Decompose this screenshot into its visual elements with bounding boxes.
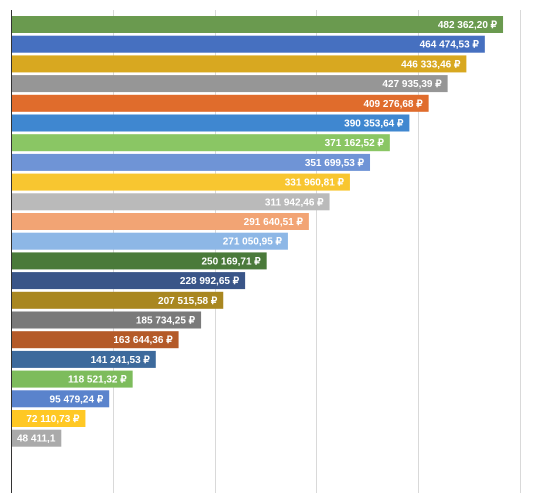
bar-value-label: 24 (17, 453, 29, 464)
bar (12, 272, 246, 290)
bar-value-label: 427 935,39 ₽ (382, 79, 442, 90)
bar (12, 331, 179, 349)
bar-value-label: 250 169,71 ₽ (201, 256, 261, 267)
bar-value-label: 48 411,1 (17, 434, 56, 445)
bar (12, 193, 330, 211)
bar-value-label: 207 515,58 ₽ (158, 296, 218, 307)
bar (12, 94, 429, 112)
bar (12, 232, 288, 250)
bar (12, 410, 86, 427)
bar (12, 311, 202, 329)
bar (12, 252, 267, 270)
bar-value-label: 464 474,53 ₽ (420, 40, 480, 51)
bar-value-label: 163 644,36 ₽ (113, 335, 173, 346)
bar (12, 55, 467, 73)
bar-value-label: 409 276,68 ₽ (363, 99, 423, 110)
bar-value-label: 311 942,46 ₽ (265, 197, 324, 208)
bar (12, 75, 448, 93)
bar-value-label: 141 241,53 ₽ (91, 355, 151, 366)
bar (12, 173, 350, 191)
bar (12, 134, 390, 152)
bar (12, 16, 504, 33)
bar-value-label: 118 521,32 ₽ (68, 375, 127, 386)
bar-value-label: 72 110,73 ₽ (26, 414, 80, 425)
bar (12, 213, 309, 230)
bar-value-label: 482 362,20 ₽ (438, 20, 498, 31)
bar-value-label: 331 960,81 ₽ (285, 178, 345, 189)
bar (12, 390, 110, 408)
bar-value-label: 228 992,65 ₽ (180, 276, 240, 287)
bar (12, 350, 156, 368)
bar (12, 429, 62, 447)
bar-value-label: 446 333,46 ₽ (401, 59, 461, 70)
bar-value-label: 271 050,95 ₽ (223, 237, 283, 248)
bar-value-label: 291 640,51 ₽ (244, 217, 304, 228)
bar-value-label: 95 479,24 ₽ (50, 394, 104, 405)
bar-value-label: 185 734,25 ₽ (136, 316, 196, 327)
bar-value-label: 351 699,53 ₽ (305, 158, 365, 169)
bars: 482 362,20 ₽ 464 474,53 ₽ 446 333,46 ₽ 427 … (12, 16, 504, 467)
bar-value-label: 371 162,52 ₽ (325, 138, 385, 149)
bar (12, 370, 133, 388)
bar-value-label: 390 353,64 ₽ (344, 119, 404, 130)
bar (12, 153, 371, 171)
bar (12, 291, 224, 309)
bar (12, 114, 410, 132)
bar (12, 35, 485, 53)
